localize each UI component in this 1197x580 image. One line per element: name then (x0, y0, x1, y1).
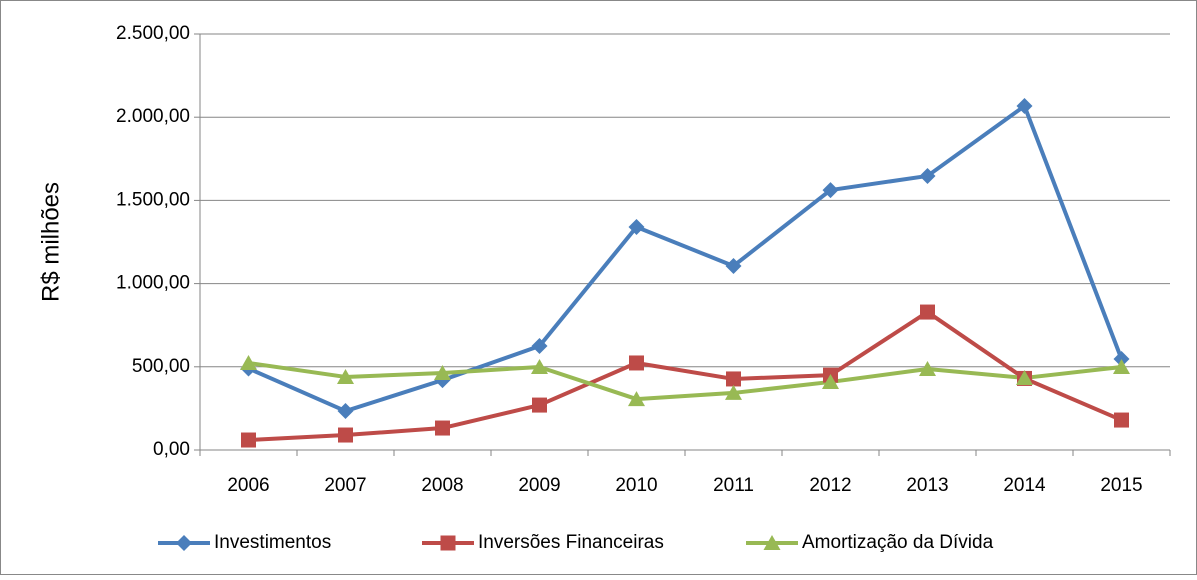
legend-label: Inversões Financeiras (478, 532, 664, 553)
marker (240, 354, 257, 370)
x-tick-label: 2007 (324, 475, 366, 496)
marker (1113, 358, 1130, 374)
marker (822, 373, 839, 389)
x-tick-label: 2015 (1100, 475, 1142, 496)
x-tick-label: 2011 (713, 475, 754, 496)
marker (629, 355, 644, 371)
y-axis-label: R$ milhões (37, 182, 64, 302)
marker (531, 358, 548, 374)
y-tick-label: 500,00 (132, 356, 190, 377)
marker (434, 364, 451, 380)
marker (1016, 369, 1033, 385)
marker (531, 338, 548, 354)
x-tick-label: 2008 (421, 475, 463, 496)
marker (822, 182, 839, 199)
marker (337, 368, 354, 384)
marker (920, 304, 935, 320)
legend-label: Investimentos (214, 532, 331, 553)
x-tick-label: 2014 (1003, 475, 1046, 496)
marker (919, 167, 936, 184)
marker (628, 219, 645, 236)
marker (725, 257, 742, 274)
y-tick-label: 1.000,00 (116, 273, 190, 294)
x-tick-label: 2012 (809, 475, 851, 496)
marker (176, 535, 192, 551)
marker (532, 397, 547, 413)
marker (628, 391, 645, 407)
marker (1114, 412, 1129, 428)
y-tick-label: 1.500,00 (116, 189, 190, 210)
marker (1016, 98, 1033, 115)
marker (726, 371, 741, 387)
series-line (248, 360, 1122, 402)
y-tick-label: 2.000,00 (116, 106, 190, 127)
x-tick-label: 2009 (518, 475, 560, 496)
y-tick-label: 2.500,00 (116, 23, 190, 44)
marker (725, 384, 742, 400)
series-line (247, 104, 1124, 414)
legend-label: Amortização da Dívida (802, 532, 994, 553)
y-tick-label: 0,00 (153, 439, 190, 460)
marker (338, 427, 353, 443)
x-tick-label: 2006 (227, 475, 269, 496)
series-line (248, 310, 1123, 443)
x-tick-label: 2010 (615, 475, 657, 496)
marker (337, 403, 354, 420)
marker (763, 535, 781, 550)
marker (440, 535, 456, 551)
marker (435, 420, 450, 436)
x-tick-label: 2013 (906, 475, 948, 496)
marker (919, 360, 936, 376)
marker (241, 432, 256, 448)
